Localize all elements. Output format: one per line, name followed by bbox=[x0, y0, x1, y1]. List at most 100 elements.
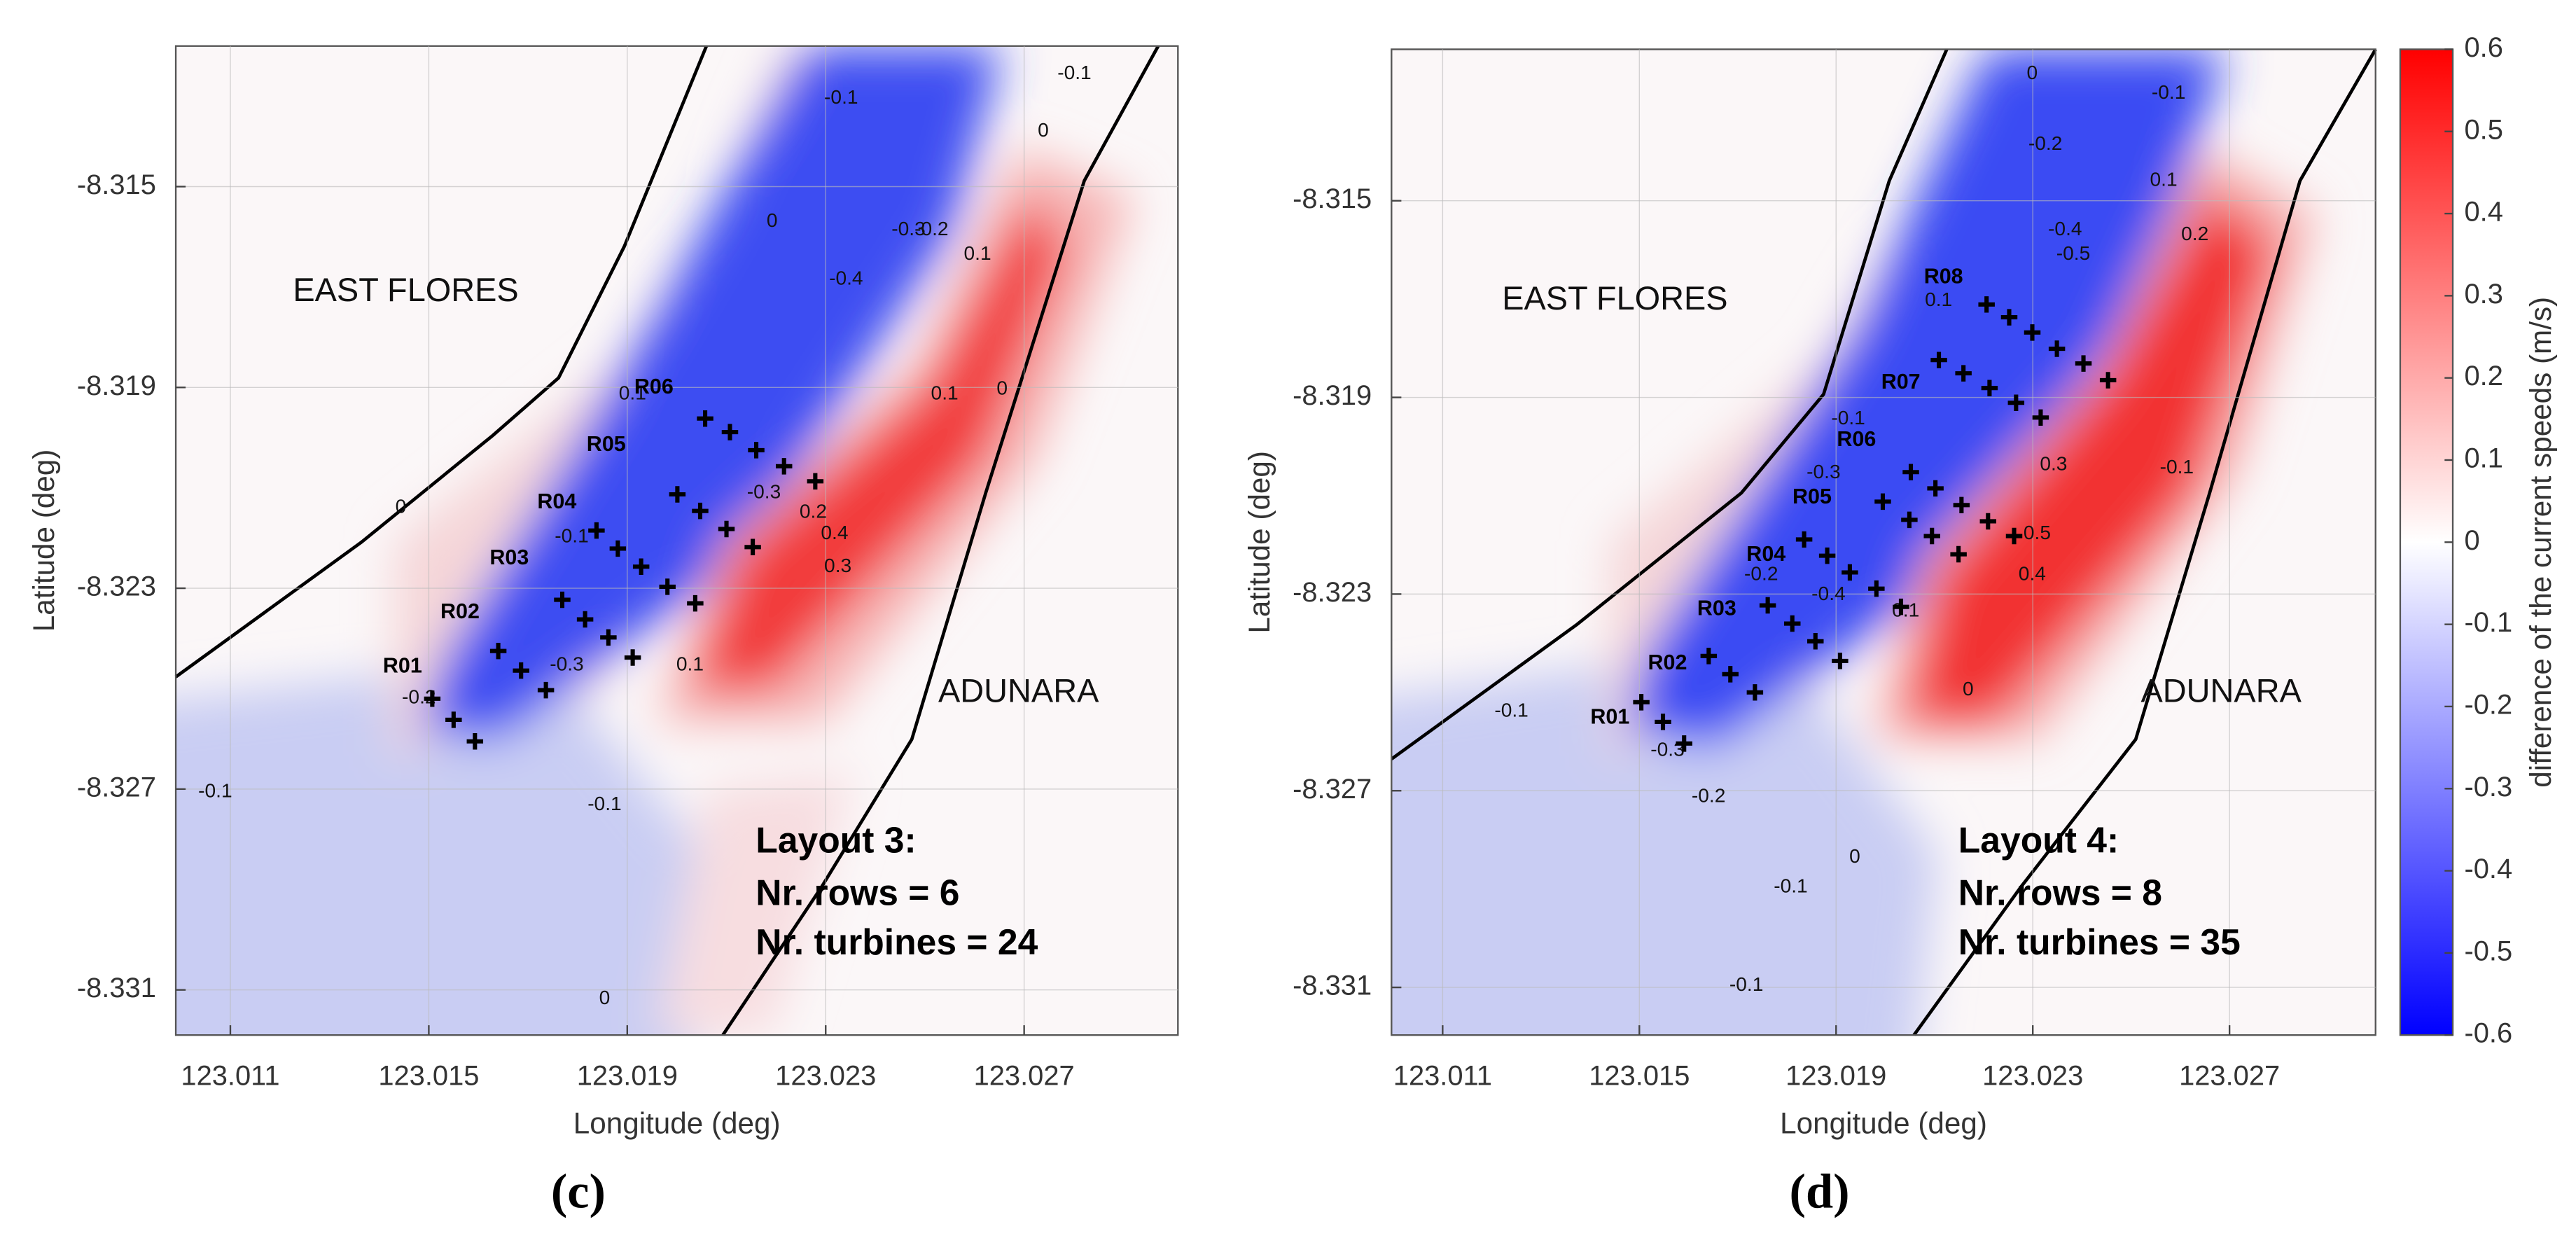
contour-label: 0 bbox=[767, 209, 778, 231]
region-label: EAST FLORES bbox=[1502, 280, 1727, 317]
axes-frame bbox=[174, 45, 1179, 1036]
turbine bbox=[1930, 352, 1947, 368]
y-tick-label: -8.331 bbox=[77, 973, 156, 1003]
x-axis-label: Longitude (deg) bbox=[573, 1106, 781, 1139]
contour-label: 0 bbox=[396, 495, 407, 517]
contour-label: -0.1 bbox=[1831, 407, 1865, 429]
turbine bbox=[2024, 324, 2041, 341]
annotation: Nr. turbines = 35 bbox=[1958, 921, 2241, 962]
row-label: R05 bbox=[1792, 485, 1832, 508]
contour-label: 0.1 bbox=[963, 242, 991, 264]
x-axis-label: Longitude (deg) bbox=[1780, 1106, 1987, 1139]
y-tick-label: -8.315 bbox=[1293, 183, 1372, 214]
annotation: Nr. rows = 6 bbox=[756, 872, 959, 912]
turbine bbox=[1818, 547, 1836, 564]
contour-label: 0.1 bbox=[1892, 599, 1919, 620]
annotation: Layout 3: bbox=[756, 819, 916, 860]
turbine bbox=[1950, 545, 1967, 563]
y-tick-label: -8.323 bbox=[77, 571, 156, 602]
coastline bbox=[1390, 48, 1949, 760]
turbine bbox=[1722, 666, 1739, 683]
coastline bbox=[1912, 48, 2377, 1036]
contour-label: -0.2 bbox=[2028, 132, 2062, 154]
contour-label: -0.1 bbox=[1729, 973, 1764, 995]
turbine bbox=[1807, 633, 1824, 650]
y-tick-label: -8.319 bbox=[1293, 380, 1372, 411]
turbine bbox=[600, 629, 617, 646]
contour-label: 0 bbox=[996, 377, 1008, 399]
contour-label: 0 bbox=[2027, 62, 2038, 83]
contour-label: 0.4 bbox=[821, 522, 848, 543]
turbine bbox=[2032, 409, 2049, 426]
turbine bbox=[2000, 309, 2018, 326]
turbine bbox=[632, 558, 650, 575]
row-label: R01 bbox=[1590, 704, 1629, 728]
colorbar-tick-label: 0.6 bbox=[2464, 32, 2502, 63]
turbine bbox=[1832, 653, 1849, 669]
turbine bbox=[609, 540, 627, 557]
contour-label: 0.1 bbox=[1925, 288, 1952, 310]
turbine bbox=[554, 591, 571, 608]
turbine bbox=[1981, 380, 1998, 396]
turbine bbox=[721, 424, 739, 440]
contour-label: -0.3 bbox=[1806, 461, 1841, 482]
turbine bbox=[2075, 355, 2092, 372]
turbine bbox=[1953, 496, 1970, 514]
contour-label: 0.2 bbox=[800, 501, 827, 522]
colorbar-tick-label: -0.5 bbox=[2464, 936, 2512, 966]
y-tick-label: -8.327 bbox=[77, 772, 156, 802]
x-tick-label: 123.023 bbox=[775, 1061, 876, 1092]
turbines bbox=[1633, 296, 2117, 752]
colorbar-tick-label: -0.4 bbox=[2464, 854, 2512, 884]
colorbar-tick-label: 0.2 bbox=[2464, 361, 2502, 391]
row-label: R04 bbox=[537, 489, 576, 513]
region-label: ADUNARA bbox=[2141, 673, 2302, 709]
turbine bbox=[1901, 511, 1918, 529]
contour-label: 0.1 bbox=[676, 653, 704, 675]
contour-label: 0.1 bbox=[2150, 169, 2178, 190]
turbine bbox=[1655, 714, 1671, 730]
contour-label: 0.1 bbox=[619, 382, 646, 404]
x-tick-label: 123.011 bbox=[1393, 1061, 1492, 1092]
contour-label: -0.2 bbox=[1744, 563, 1778, 585]
colorbar-tick-label: 0.4 bbox=[2464, 197, 2502, 228]
row-label: R07 bbox=[1881, 370, 1921, 394]
row-label: R03 bbox=[489, 545, 529, 569]
turbine bbox=[718, 520, 735, 538]
contour-label: -0.1 bbox=[198, 779, 232, 801]
row-label: R06 bbox=[1837, 427, 1876, 451]
turbine bbox=[2099, 372, 2117, 389]
turbine bbox=[1842, 564, 1858, 581]
contour-label: -0.1 bbox=[555, 525, 589, 547]
row-label: R08 bbox=[1924, 265, 1963, 288]
field-c bbox=[176, 46, 1178, 1036]
turbine bbox=[1893, 598, 1909, 615]
contour-label: 0 bbox=[1963, 678, 1974, 700]
turbines bbox=[424, 410, 824, 750]
y-tick-label: -8.327 bbox=[1293, 774, 1372, 805]
turbine bbox=[697, 410, 713, 427]
colorbar-tick-label: 0.1 bbox=[2464, 443, 2502, 474]
colorbar-tick-label: 0.3 bbox=[2464, 279, 2502, 310]
row-label: R06 bbox=[634, 375, 674, 398]
annotation: Nr. rows = 8 bbox=[1958, 872, 2162, 912]
turbine bbox=[2048, 340, 2066, 357]
y-axis-label: Latitude (deg) bbox=[1243, 451, 1276, 634]
colorbar-tick-label: -0.6 bbox=[2464, 1018, 2512, 1049]
turbine bbox=[1923, 527, 1940, 545]
contour-label: 0 bbox=[1038, 119, 1049, 141]
contour-label: -0.1 bbox=[2152, 81, 2185, 103]
turbine bbox=[537, 681, 555, 699]
turbine bbox=[1676, 735, 1692, 752]
turbine bbox=[1868, 580, 1885, 597]
turbine bbox=[687, 594, 704, 612]
row-label: R02 bbox=[440, 599, 480, 623]
turbine bbox=[424, 690, 441, 707]
turbine bbox=[744, 538, 761, 556]
turbine bbox=[466, 733, 484, 750]
row-label: R04 bbox=[1746, 542, 1785, 566]
coastline bbox=[174, 45, 709, 679]
colorbar-tick-label: -0.1 bbox=[2464, 607, 2512, 638]
x-tick-label: 123.011 bbox=[181, 1061, 279, 1092]
